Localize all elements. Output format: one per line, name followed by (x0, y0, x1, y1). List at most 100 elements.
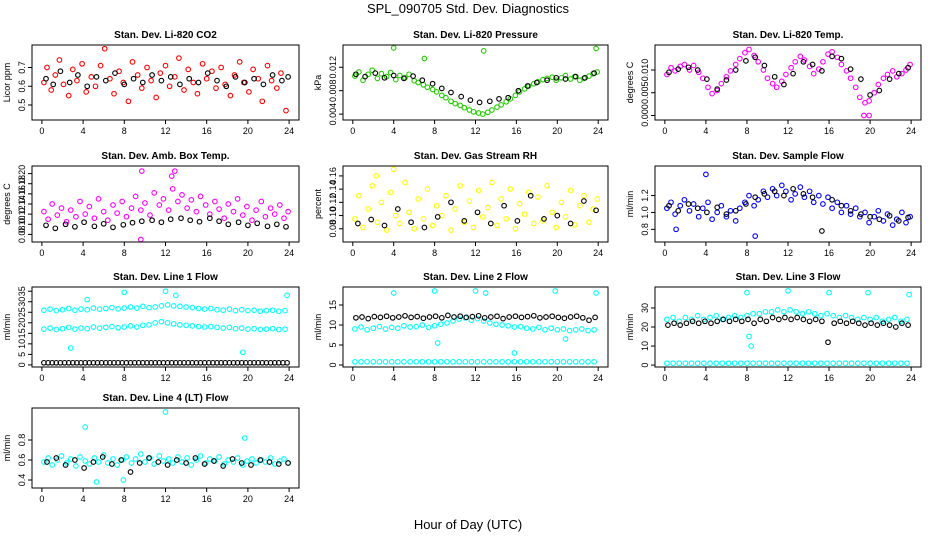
data-point (169, 460, 176, 466)
data-point (283, 223, 289, 230)
y-tick-label: 0.000 (640, 104, 650, 127)
data-point (52, 225, 59, 232)
data-point (681, 61, 688, 68)
data-point (47, 325, 53, 331)
data-point (197, 453, 204, 459)
series-1 (664, 287, 912, 367)
data-point (438, 92, 445, 99)
data-point (806, 188, 813, 195)
data-point (267, 205, 274, 211)
data-point (152, 319, 159, 326)
data-point (511, 350, 518, 356)
x-tick-label: 8 (432, 373, 437, 383)
data-point (544, 77, 550, 84)
data-point (582, 74, 588, 81)
data-point (723, 73, 730, 80)
data-point (690, 201, 697, 207)
data-point (521, 211, 528, 218)
data-point (352, 216, 358, 222)
data-point (260, 81, 267, 88)
x-tick-label: 16 (824, 373, 834, 383)
data-point (104, 217, 111, 224)
y-tick-label: 0.8 (640, 223, 650, 236)
data-point (751, 320, 757, 327)
data-point (594, 196, 601, 202)
data-point (282, 326, 288, 332)
data-point (48, 87, 55, 93)
data-point (567, 187, 574, 194)
data-point (819, 228, 825, 234)
data-point (503, 216, 510, 222)
x-tick-label: 0 (39, 373, 44, 383)
data-point (110, 224, 116, 231)
data-point (396, 72, 403, 79)
data-point (792, 191, 799, 197)
data-point (855, 320, 862, 327)
data-point (81, 465, 87, 471)
y-tick-label: 0.10 (17, 216, 27, 234)
data-point (771, 73, 778, 80)
data-point (220, 307, 227, 314)
data-point (797, 184, 804, 190)
data-point (419, 322, 426, 328)
data-point (402, 312, 408, 319)
data-point (723, 211, 730, 217)
data-point (448, 98, 454, 105)
x-tick-label: 4 (81, 126, 86, 136)
data-point (65, 305, 72, 312)
data-point (59, 306, 66, 313)
data-point (401, 358, 407, 365)
data-point (475, 187, 482, 194)
data-point (137, 451, 144, 457)
plot-frame (31, 407, 300, 489)
data-point (732, 218, 739, 224)
chart-title: Stan. Dev. Sample Flow (732, 151, 844, 162)
data-point (854, 360, 861, 367)
data-point (512, 225, 519, 232)
data-point (244, 458, 250, 464)
x-tick-label: 8 (122, 373, 127, 383)
data-point (572, 326, 579, 333)
data-point (91, 223, 98, 230)
data-point (102, 77, 109, 84)
data-point (736, 205, 743, 212)
data-point (269, 325, 276, 332)
data-point (390, 166, 397, 173)
data-point (708, 320, 714, 327)
data-point (183, 460, 189, 466)
data-point (146, 304, 152, 311)
data-point (474, 358, 481, 365)
data-point (445, 312, 451, 319)
data-point (41, 307, 47, 314)
data-point (725, 360, 732, 367)
data-point (392, 212, 399, 219)
data-point (666, 202, 672, 209)
y-axis-label: percent (313, 188, 323, 219)
data-point (264, 223, 271, 230)
data-point (226, 306, 233, 312)
data-point (785, 287, 791, 294)
data-point (899, 320, 905, 327)
data-point (838, 61, 845, 68)
series-2 (44, 454, 291, 475)
data-point (723, 77, 730, 83)
data-point (78, 306, 84, 312)
data-point (201, 306, 208, 312)
data-point (167, 74, 174, 80)
y-tick-label: 0 (328, 362, 338, 367)
x-tick-label: 8 (744, 248, 749, 258)
y-tick-label: 10 (17, 339, 27, 349)
data-point (889, 68, 896, 74)
data-point (695, 213, 702, 220)
data-point (774, 307, 781, 313)
data-point (705, 199, 711, 206)
data-point (177, 303, 183, 310)
data-point (251, 307, 257, 314)
data-point (67, 345, 74, 351)
data-point (424, 186, 431, 192)
data-point (121, 289, 128, 296)
data-point (713, 312, 720, 319)
data-point (62, 462, 69, 468)
data-point (848, 360, 855, 367)
data-point (866, 98, 872, 104)
